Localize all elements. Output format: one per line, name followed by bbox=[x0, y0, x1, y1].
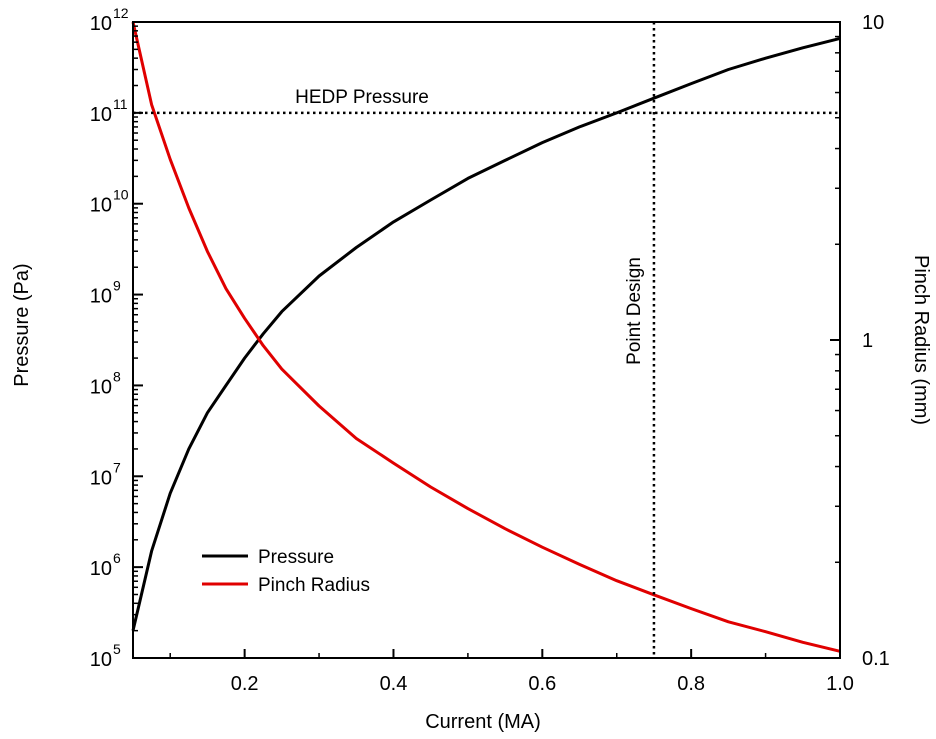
left-tick-exponent: 5 bbox=[113, 641, 121, 657]
left-tick-label: 10 bbox=[90, 286, 112, 308]
legend: Pressure Pinch Radius bbox=[202, 547, 370, 596]
left-tick-label: 10 bbox=[90, 467, 112, 489]
left-tick-label: 10 bbox=[90, 558, 112, 580]
left-tick-label: 10 bbox=[90, 195, 112, 217]
left-tick-exponent: 8 bbox=[113, 368, 121, 384]
left-tick-label: 10 bbox=[90, 649, 112, 671]
left-axis-title: Pressure (Pa) bbox=[11, 263, 33, 386]
left-tick-label: 10 bbox=[90, 376, 112, 398]
hedp-pressure-annotation: HEDP Pressure bbox=[295, 87, 429, 108]
left-tick-exponent: 6 bbox=[113, 550, 121, 566]
x-tick-label: 1.0 bbox=[826, 673, 854, 695]
legend-label-pressure: Pressure bbox=[258, 547, 334, 568]
series-line-pressure bbox=[131, 36, 841, 631]
x-tick-label: 0.8 bbox=[677, 673, 705, 695]
x-tick-label: 0.6 bbox=[528, 673, 556, 695]
x-tick-label: 0.2 bbox=[231, 673, 259, 695]
x-axis-ticks: 0.2 0.4 0.6 0.8 1.0 bbox=[169, 649, 854, 695]
left-tick-exponent: 9 bbox=[113, 278, 121, 294]
right-tick-label: 10 bbox=[862, 12, 884, 34]
left-tick-label: 10 bbox=[90, 104, 112, 126]
left-tick-label: 10 bbox=[90, 13, 112, 35]
reference-lines-layer bbox=[133, 22, 840, 658]
plot-frame bbox=[132, 21, 841, 659]
left-tick-exponent: 12 bbox=[113, 5, 129, 21]
point-design-annotation: Point Design bbox=[624, 257, 645, 365]
x-tick-label: 0.4 bbox=[380, 673, 408, 695]
left-tick-exponent: 11 bbox=[113, 96, 128, 112]
left-tick-exponent: 10 bbox=[113, 187, 129, 203]
series-line-pinch-radius bbox=[131, 21, 841, 653]
left-tick-exponent: 7 bbox=[113, 459, 121, 475]
legend-label-pinch-radius: Pinch Radius bbox=[258, 575, 370, 596]
right-tick-label: 0.1 bbox=[862, 648, 890, 670]
x-axis-title: Current (MA) bbox=[425, 711, 541, 733]
series-layer bbox=[131, 21, 841, 653]
right-tick-label: 1 bbox=[862, 330, 873, 352]
right-axis-ticks: 0.1 1 10 bbox=[830, 12, 890, 670]
right-axis-title: Pinch Radius (mm) bbox=[910, 255, 932, 425]
